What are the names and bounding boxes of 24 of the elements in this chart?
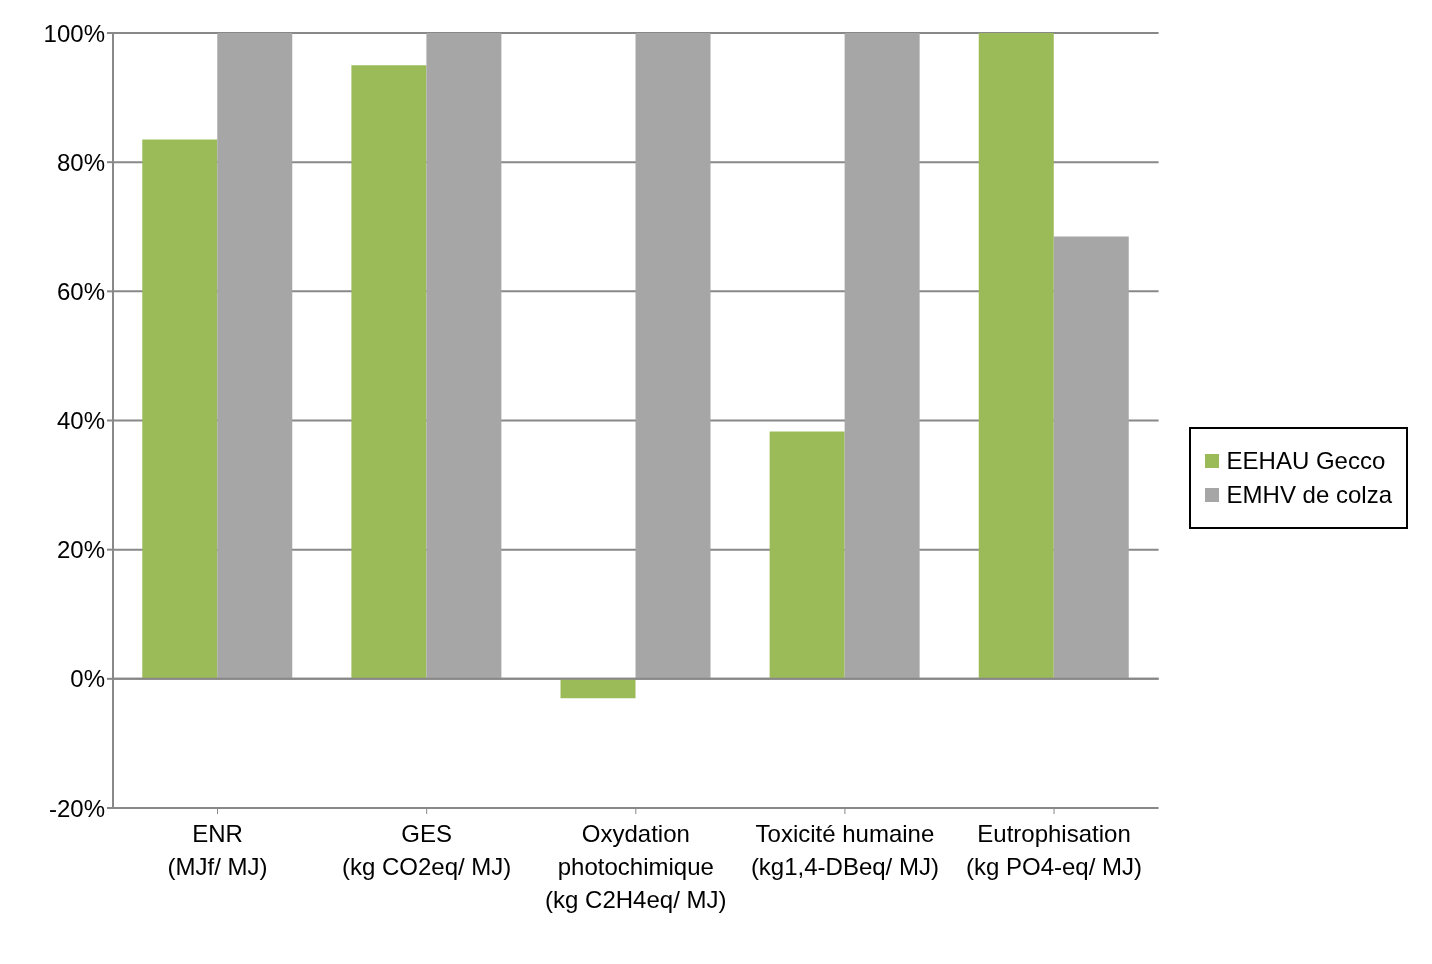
- bar: [978, 33, 1054, 679]
- legend-label: EMHV de colza: [1226, 481, 1392, 509]
- y-tick-label: 60%: [56, 277, 105, 305]
- bar: [217, 33, 293, 679]
- legend-label: EEHAU Gecco: [1226, 447, 1386, 475]
- y-tick-label: -20%: [48, 794, 105, 822]
- bar: [351, 65, 427, 679]
- bar: [635, 33, 711, 679]
- bar: [844, 33, 920, 679]
- y-tick-label: 100%: [43, 19, 105, 47]
- bar: [560, 678, 636, 699]
- y-tick-label: 40%: [56, 407, 105, 435]
- x-tick-label: ENR (MJf/ MJ): [167, 820, 268, 880]
- bar: [426, 33, 502, 679]
- bar: [142, 139, 218, 679]
- y-tick-label: 20%: [56, 536, 105, 564]
- y-tick-label: 80%: [56, 148, 105, 176]
- y-tick-label: 0%: [70, 665, 105, 693]
- bar: [769, 431, 845, 679]
- bar: [1053, 236, 1129, 679]
- x-tick-label: GES (kg CO2eq/ MJ): [341, 820, 512, 880]
- x-tick-label: Toxicité humaine (kg1,4-DBeq/ MJ): [750, 820, 939, 880]
- x-tick-label: Eutrophisation (kg PO4-eq/ MJ): [966, 820, 1143, 880]
- x-tick-label: Oxydation photochimique (kg C2H4eq/ MJ): [545, 820, 727, 913]
